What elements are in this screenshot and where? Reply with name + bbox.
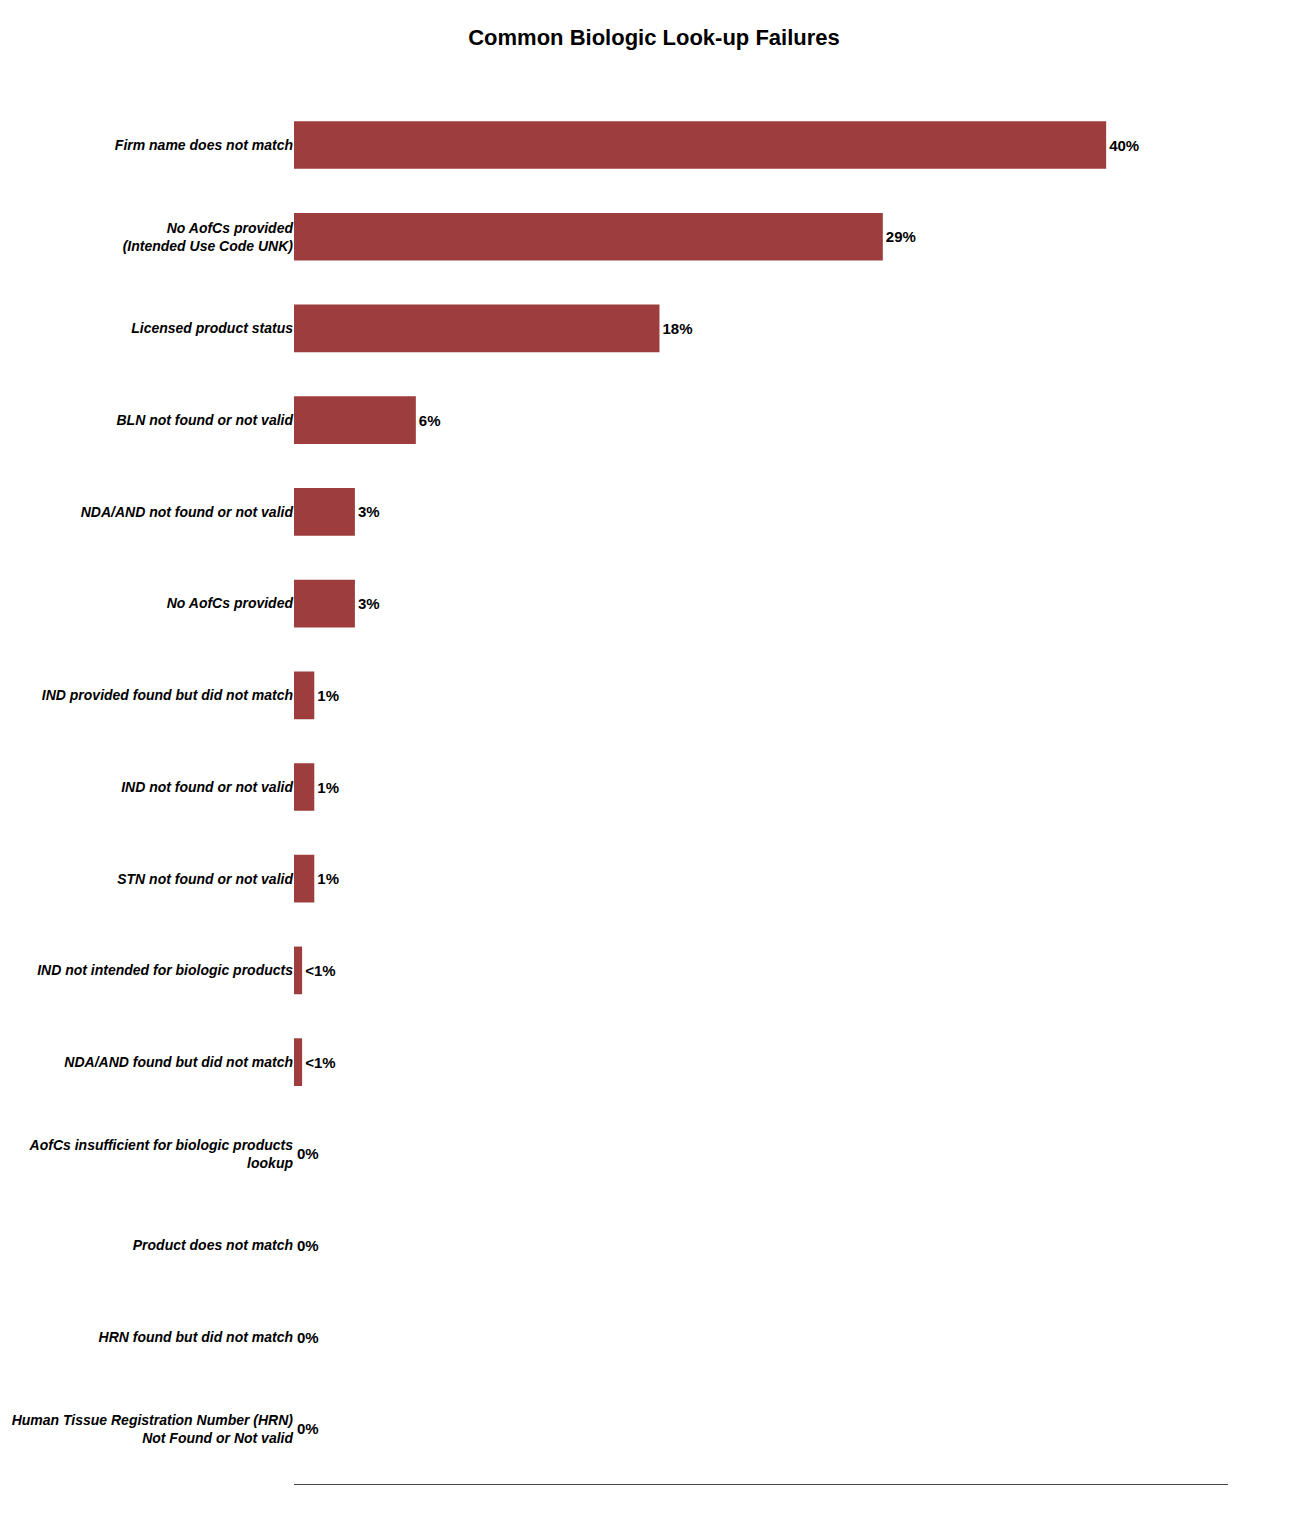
svg-text:1%: 1% bbox=[317, 687, 339, 704]
svg-text:0%: 0% bbox=[297, 1329, 319, 1346]
svg-text:Product does not match: Product does not match bbox=[133, 1237, 293, 1253]
svg-text:0%: 0% bbox=[297, 1237, 319, 1254]
svg-text:0%: 0% bbox=[297, 1420, 319, 1437]
svg-text:Human Tissue Registration Numb: Human Tissue Registration Number (HRN)No… bbox=[12, 1412, 294, 1446]
svg-text:6%: 6% bbox=[419, 412, 441, 429]
svg-text:HRN found but did not match: HRN found but did not match bbox=[99, 1329, 293, 1345]
svg-text:NDA/AND found but did not matc: NDA/AND found but did not match bbox=[64, 1054, 293, 1070]
svg-text:29%: 29% bbox=[886, 228, 916, 245]
svg-text:3%: 3% bbox=[358, 503, 380, 520]
svg-text:STN not found or not valid: STN not found or not valid bbox=[117, 871, 293, 887]
svg-text:BLN not found or not valid: BLN not found or not valid bbox=[116, 412, 293, 428]
svg-text:Common Biologic Look-up Failur: Common Biologic Look-up Failures bbox=[468, 25, 840, 50]
svg-text:NDA/AND not found or not valid: NDA/AND not found or not valid bbox=[81, 504, 294, 520]
svg-text:IND not intended for biologic: IND not intended for biologic products bbox=[37, 962, 293, 978]
svg-text:Licensed product status: Licensed product status bbox=[131, 320, 293, 336]
svg-text:40%: 40% bbox=[1109, 137, 1139, 154]
svg-text:IND provided found but did not: IND provided found but did not match bbox=[42, 687, 293, 703]
svg-text:1%: 1% bbox=[317, 870, 339, 887]
svg-text:AofCs insufficient for biologi: AofCs insufficient for biologic products… bbox=[29, 1137, 294, 1171]
svg-text:0%: 0% bbox=[297, 1145, 319, 1162]
svg-text:No AofCs provided(Intended Use: No AofCs provided(Intended Use Code UNK) bbox=[123, 220, 294, 254]
svg-text:Firm name does not match: Firm name does not match bbox=[115, 137, 293, 153]
svg-text:<1%: <1% bbox=[305, 962, 335, 979]
svg-text:<1%: <1% bbox=[305, 1054, 335, 1071]
svg-text:18%: 18% bbox=[662, 320, 692, 337]
svg-text:3%: 3% bbox=[358, 595, 380, 612]
svg-text:No AofCs provided: No AofCs provided bbox=[167, 595, 294, 611]
svg-text:1%: 1% bbox=[317, 779, 339, 796]
svg-text:IND not found or not valid: IND not found or not valid bbox=[121, 779, 293, 795]
